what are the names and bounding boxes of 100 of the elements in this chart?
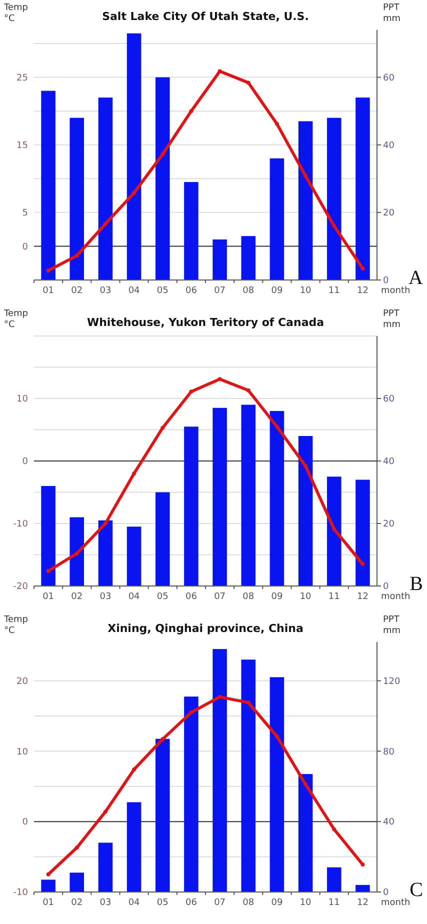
- point: [246, 700, 250, 705]
- x-tick-label: 01: [42, 592, 54, 602]
- bar: [70, 872, 84, 892]
- point: [74, 254, 79, 258]
- y2-tick-label: 0: [383, 276, 389, 286]
- point: [103, 810, 108, 814]
- bar: [241, 236, 256, 280]
- x-tick-label: 06: [185, 592, 198, 602]
- point: [46, 268, 50, 273]
- x-tick-label: 01: [42, 898, 54, 908]
- line-series: [46, 377, 365, 573]
- y-axis-title: Temp °C: [3, 615, 28, 636]
- x-tick-label: 12: [356, 898, 368, 908]
- bar: [126, 33, 142, 280]
- y2-tick-label: 0: [383, 888, 389, 898]
- bar: [241, 660, 256, 892]
- point: [246, 388, 250, 392]
- point: [218, 69, 222, 74]
- x-tick-label: 02: [71, 286, 83, 296]
- y-tick-label: 25: [16, 73, 28, 84]
- y2-tick-label: 40: [383, 141, 395, 152]
- y2-tick-label: 120: [383, 676, 400, 687]
- bar: [212, 649, 227, 892]
- x-tick-label: 03: [100, 592, 112, 602]
- x-tick-label: 10: [300, 592, 312, 602]
- y-tick-label: 0: [22, 242, 28, 252]
- x-tick-label: 09: [271, 898, 283, 908]
- x-tick-label: 04: [128, 286, 140, 296]
- point: [246, 80, 250, 85]
- bar: [41, 880, 56, 892]
- x-tick-label: 11: [328, 286, 340, 296]
- bar: [212, 239, 227, 280]
- bar: [326, 118, 342, 280]
- point: [332, 527, 336, 532]
- y2-tick-label: 0: [383, 582, 389, 592]
- bar: [326, 867, 342, 892]
- x-tick-label: 05: [156, 286, 168, 296]
- y-axis-title: Temp °C: [3, 309, 28, 330]
- bar: [298, 774, 313, 892]
- point: [189, 390, 194, 394]
- point: [274, 424, 279, 429]
- point: [218, 377, 222, 382]
- point: [360, 862, 365, 867]
- bar: [98, 842, 113, 892]
- x-axis-title: month: [381, 898, 410, 908]
- point: [160, 426, 165, 430]
- bar: [184, 426, 198, 586]
- y-tick-label: 0: [22, 818, 28, 828]
- y2-tick-label: 80: [383, 747, 395, 758]
- x-tick-label: 08: [242, 898, 254, 908]
- text: C: [410, 879, 423, 901]
- x-tick-label: 03: [100, 286, 112, 296]
- point: [360, 266, 365, 271]
- bar: [356, 98, 370, 280]
- x-tick-label: 03: [100, 898, 112, 908]
- x-tick-label: 11: [328, 592, 340, 602]
- point: [218, 694, 222, 699]
- bar: [126, 526, 142, 586]
- y2-tick-label: 40: [383, 457, 395, 468]
- x-tick-label: 07: [214, 592, 226, 602]
- bar: [126, 802, 142, 892]
- x-tick-label: 08: [242, 286, 254, 296]
- y-axis-title: Temp °C: [3, 3, 28, 24]
- point: [332, 827, 336, 832]
- bar: [270, 411, 284, 586]
- x-tick-label: 09: [271, 592, 283, 602]
- point: [103, 522, 108, 526]
- x-tick-label: 12: [356, 592, 368, 602]
- y2-tick-label: 40: [383, 818, 395, 828]
- bar: [270, 677, 284, 892]
- point: [74, 552, 79, 556]
- x-tick-label: 02: [71, 592, 83, 602]
- y2-tick-label: 20: [383, 208, 395, 219]
- x-tick-label: 10: [300, 286, 312, 296]
- bar: [184, 696, 198, 892]
- x-tick-label: 11: [328, 898, 340, 908]
- y2-axis-title: PPT mm: [383, 309, 401, 330]
- point: [360, 562, 365, 566]
- bar: [212, 408, 227, 586]
- y-tick-label: 20: [16, 676, 28, 687]
- y-tick-label: 15: [16, 141, 28, 152]
- point: [189, 109, 194, 114]
- bar: [326, 476, 342, 586]
- point: [274, 122, 279, 126]
- x-axis-title: month: [381, 286, 410, 296]
- bar: [241, 404, 256, 586]
- point: [74, 846, 79, 850]
- y2-tick-label: 60: [383, 73, 395, 84]
- x-tick-label: 06: [185, 898, 198, 908]
- point: [46, 569, 50, 573]
- point: [132, 472, 136, 476]
- point: [274, 734, 279, 738]
- point: [103, 222, 108, 226]
- point: [304, 174, 308, 178]
- point: [132, 190, 136, 195]
- text: A: [408, 267, 424, 289]
- x-tick-label: 02: [71, 898, 83, 908]
- bar: [155, 738, 170, 892]
- bar: [41, 90, 56, 280]
- point: [46, 872, 50, 876]
